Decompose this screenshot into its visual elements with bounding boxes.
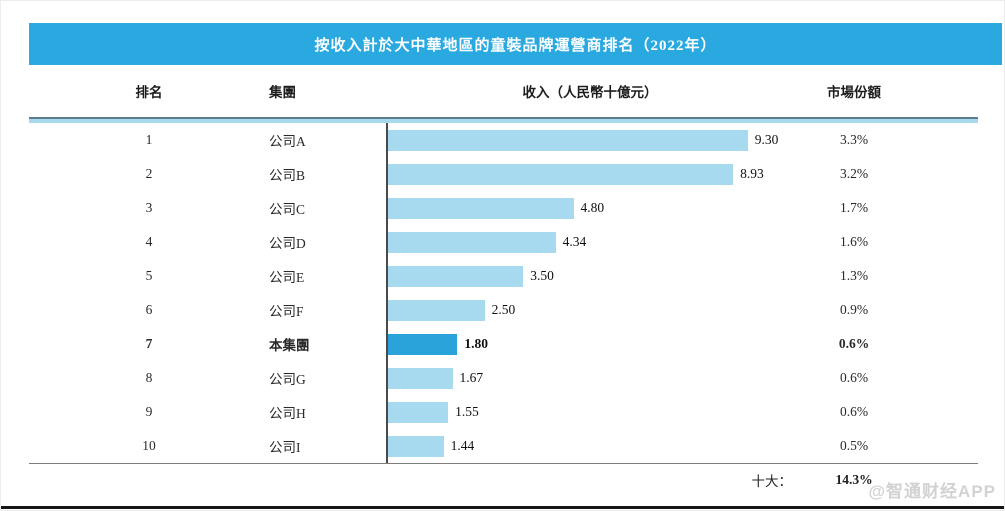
rank-cell: 5	[145, 268, 153, 283]
revenue-value: 4.80	[580, 200, 605, 215]
revenue-value: 8.93	[740, 166, 764, 181]
revenue-value: 4.34	[562, 234, 587, 249]
group-cell: 公司H	[269, 406, 306, 421]
revenue-bar	[388, 401, 449, 423]
revenue-bar-cell: 8.93	[386, 157, 794, 191]
total-share-value: 14.3%	[835, 472, 873, 487]
share-cell: 1.3%	[839, 268, 869, 283]
group-cell: 公司A	[269, 134, 306, 149]
chart-title: 按收入計於大中華地區的童裝品牌運營商排名（2022年）	[314, 37, 717, 54]
revenue-value: 1.55	[455, 404, 479, 419]
revenue-bar-cell: 1.80	[386, 327, 794, 361]
revenue-bar	[388, 367, 453, 389]
table-row: 8 公司G 1.67 0.6%	[29, 361, 978, 395]
share-cell: 0.5%	[839, 438, 869, 453]
table-row: 6 公司F 2.50 0.9%	[29, 293, 978, 327]
share-cell: 1.7%	[839, 200, 869, 215]
group-cell: 公司F	[269, 304, 304, 319]
revenue-bar-cell: 4.34	[386, 225, 794, 259]
revenue-bar	[388, 163, 734, 185]
group-cell: 公司B	[269, 168, 306, 183]
table-row: 3 公司C 4.80 1.7%	[29, 191, 978, 225]
rank-cell: 3	[145, 200, 153, 215]
group-cell: 公司I	[269, 440, 301, 455]
chart-title-bar: 按收入計於大中華地區的童裝品牌運營商排名（2022年）	[29, 23, 1002, 65]
share-cell: 3.3%	[839, 132, 869, 147]
share-cell: 0.9%	[839, 302, 869, 317]
rank-cell: 2	[145, 166, 153, 181]
rank-cell: 8	[145, 370, 153, 385]
revenue-bar-cell: 2.50	[386, 293, 794, 327]
revenue-value: 1.44	[450, 438, 475, 453]
chart-rows: 1 公司A 9.30 3.3% 2 公司B 8.93 3.2% 3 公司C 4.…	[29, 123, 978, 464]
rank-cell: 4	[145, 234, 153, 249]
revenue-bar	[388, 197, 574, 219]
watermark: @智通财经APP	[868, 482, 996, 501]
revenue-bar	[388, 435, 444, 457]
rank-cell: 7	[145, 336, 153, 351]
column-header-share: 市場份額	[827, 85, 881, 100]
revenue-bar	[388, 333, 458, 355]
table-row: 9 公司H 1.55 0.6%	[29, 395, 978, 429]
rank-cell: 10	[142, 438, 156, 453]
rank-cell: 1	[145, 132, 153, 147]
table-row: 1 公司A 9.30 3.3%	[29, 123, 978, 157]
revenue-value: 9.30	[754, 132, 779, 147]
table-row: 5 公司E 3.50 1.3%	[29, 259, 978, 293]
share-cell: 0.6%	[838, 336, 870, 351]
revenue-bar-cell: 1.67	[386, 361, 794, 395]
bottom-edge-line	[1, 506, 1004, 509]
share-cell: 0.6%	[839, 404, 869, 419]
table-row: 4 公司D 4.34 1.6%	[29, 225, 978, 259]
revenue-bar	[388, 265, 524, 287]
rank-cell: 6	[145, 302, 153, 317]
column-header-rank: 排名	[135, 85, 163, 100]
revenue-value: 2.50	[491, 302, 516, 317]
group-cell: 公司D	[269, 236, 306, 251]
revenue-value: 1.80	[464, 336, 489, 351]
rank-cell: 9	[145, 404, 153, 419]
revenue-bar	[388, 231, 556, 253]
revenue-bar-cell: 4.80	[386, 191, 794, 225]
share-cell: 1.6%	[839, 234, 869, 249]
column-header-group: 集團	[269, 85, 296, 100]
header-divider	[29, 117, 978, 123]
share-cell: 3.2%	[839, 166, 869, 181]
column-header-revenue: 收入（人民幣十億元）	[522, 85, 658, 100]
table-row: 7 本集團 1.80 0.6%	[29, 327, 978, 361]
total-label: 十大：	[751, 474, 793, 489]
ranking-table: 排名 集團 收入（人民幣十億元） 市場份額 1 公司A 9.30 3.3% 2 …	[29, 65, 978, 496]
total-row: 十大： 14.3%	[29, 464, 978, 496]
revenue-bar-cell: 9.30	[386, 123, 794, 157]
revenue-bar	[388, 129, 748, 151]
revenue-bar-cell: 3.50	[386, 259, 794, 293]
table-row: 10 公司I 1.44 0.5%	[29, 429, 978, 463]
revenue-value: 1.67	[459, 370, 484, 385]
revenue-bar-cell: 1.44	[386, 429, 794, 463]
group-cell: 本集團	[269, 338, 310, 353]
share-cell: 0.6%	[839, 370, 869, 385]
group-cell: 公司E	[269, 270, 305, 285]
revenue-value: 3.50	[530, 268, 554, 283]
revenue-bar	[388, 299, 485, 321]
revenue-bar-cell: 1.55	[386, 395, 794, 429]
table-row: 2 公司B 8.93 3.2%	[29, 157, 978, 191]
group-cell: 公司C	[269, 202, 306, 217]
table-header-row: 排名 集團 收入（人民幣十億元） 市場份額	[29, 65, 978, 117]
group-cell: 公司G	[269, 372, 306, 387]
